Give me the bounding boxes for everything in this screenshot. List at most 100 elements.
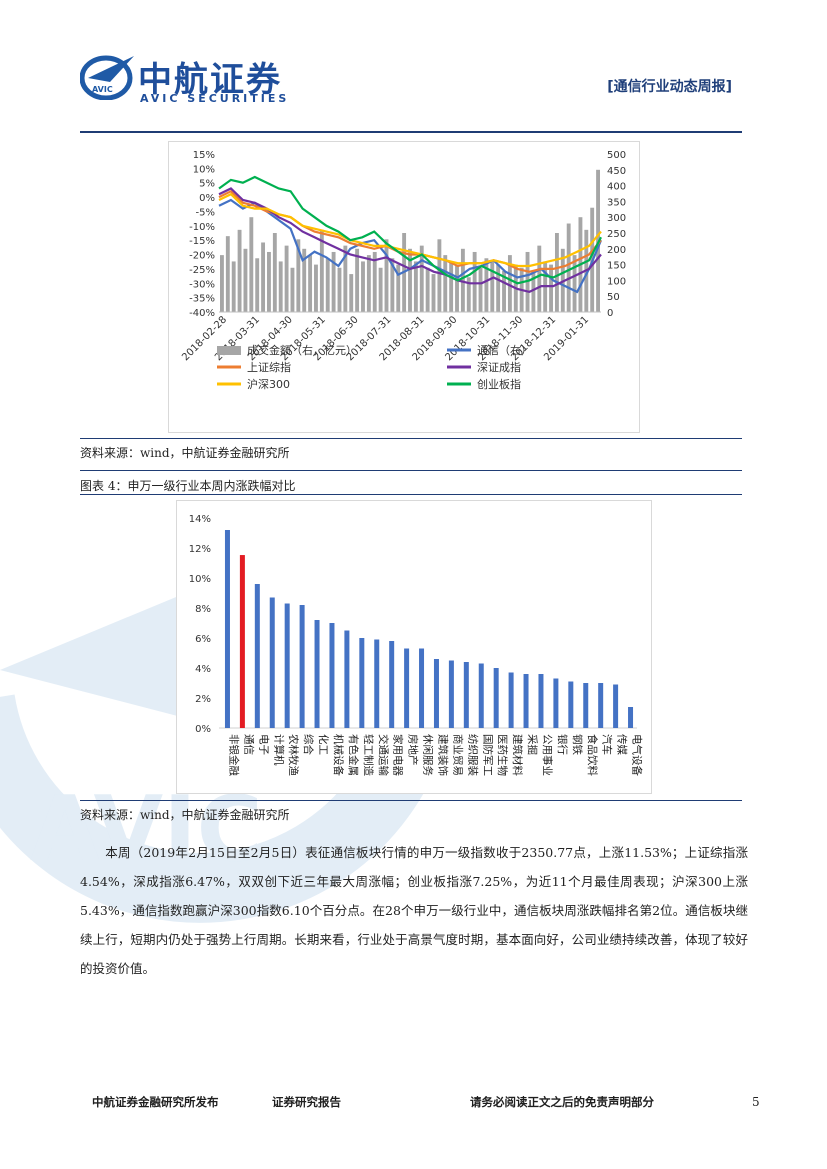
y-right-tick-label: 0: [607, 308, 613, 319]
volume-bar: [384, 239, 389, 312]
avic-logo-icon: AVIC: [80, 55, 134, 100]
bar-电气设备: [628, 707, 634, 728]
volume-bar: [554, 233, 559, 312]
category-label: 汽车: [601, 734, 614, 755]
volume-bar: [272, 233, 277, 312]
volume-bar: [278, 261, 283, 312]
bar-商业贸易: [448, 660, 454, 728]
y-left-tick-label: 10%: [193, 164, 215, 175]
volume-bar: [425, 267, 430, 312]
bar-银行: [553, 678, 559, 728]
category-label: 建筑材料: [511, 734, 524, 776]
volume-bar: [237, 229, 242, 312]
category-label: 纺织服装: [466, 734, 479, 776]
bar-家用电器: [389, 641, 395, 728]
category-label: 医药生物: [496, 734, 509, 776]
bar-化工: [314, 620, 320, 728]
category-label: 有色金属: [347, 734, 360, 776]
category-label: 传媒: [616, 734, 629, 756]
volume-bar: [396, 264, 401, 312]
legend-label: 深证成指: [477, 360, 521, 374]
y-left-tick-label: -30%: [189, 279, 215, 290]
volume-bar: [284, 245, 289, 312]
volume-bar: [431, 274, 436, 312]
y-tick-label: 8%: [195, 604, 211, 615]
category-label: 商业贸易: [451, 734, 464, 776]
volume-bar: [531, 270, 536, 312]
bar-交通运输: [374, 639, 380, 728]
volume-bar: [249, 217, 254, 312]
y-right-tick-label: 50: [607, 292, 620, 303]
category-label: 休闲服务: [422, 734, 435, 776]
y-tick-label: 14%: [189, 514, 211, 525]
bar-公用事业: [538, 674, 544, 728]
chart2-rule: [80, 800, 742, 801]
volume-bar: [372, 251, 377, 312]
volume-bar: [308, 255, 313, 312]
bar-国防军工: [478, 663, 484, 728]
watermark-text: AVIC: [30, 777, 263, 882]
series-line-7030a0: [218, 187, 602, 294]
logo-badge: AVIC: [92, 85, 113, 94]
volume-bar: [290, 267, 295, 312]
volume-bar: [296, 239, 301, 312]
category-label: 计算机: [272, 734, 285, 766]
y-tick-label: 6%: [195, 634, 211, 645]
company-name-cn: 中航证券: [138, 60, 282, 100]
volume-bar: [460, 248, 465, 312]
y-tick-label: 2%: [195, 694, 211, 705]
y-left-tick-label: -25%: [189, 265, 215, 276]
category-label: 电气设备: [631, 734, 644, 776]
bar-传媒: [613, 684, 619, 728]
bar-房地产: [404, 648, 410, 728]
category-label: 采掘: [526, 734, 539, 755]
category-label: 家用电器: [392, 734, 405, 776]
volume-bar: [314, 264, 318, 312]
chart1-source: 资料来源：wind，中航证券金融研究所: [80, 446, 290, 460]
y-tick-label: 0%: [195, 724, 211, 735]
bar-综合: [299, 605, 305, 728]
volume-bar: [443, 255, 448, 312]
category-label: 食品饮料: [586, 734, 599, 776]
volume-bar: [413, 261, 418, 312]
volume-bar: [220, 255, 224, 312]
volume-bar: [549, 264, 553, 312]
y-right-tick-label: 400: [607, 182, 626, 193]
y-left-tick-label: 5%: [199, 179, 215, 190]
volume-bar: [355, 248, 360, 312]
y-left-tick-label: -20%: [189, 251, 215, 262]
y-left-tick-label: 15%: [193, 150, 215, 161]
bar-有色金属: [344, 630, 350, 728]
bar-轻工制造: [359, 638, 365, 728]
y-right-tick-label: 300: [607, 213, 626, 224]
volume-bar: [566, 223, 571, 312]
volume-bar: [261, 242, 266, 312]
category-label: 通信: [242, 734, 254, 755]
volume-bar: [502, 270, 506, 312]
y-right-tick-label: 250: [607, 229, 626, 240]
y-right-tick-label: 100: [607, 276, 626, 287]
volume-bar: [255, 258, 260, 312]
category-label: 电子: [257, 734, 270, 755]
volume-bar: [572, 255, 577, 312]
category-label: 化工: [317, 734, 330, 755]
volume-bar: [484, 258, 489, 312]
industry-return-chart: 14% 12% 10% 8% 6% 4% 2% 0% 非银金融 通信 电子 计算机 农林牧渔 综合 化工 机械…: [189, 514, 644, 776]
series-line-ffc000: [218, 192, 602, 268]
volume-bar: [267, 251, 271, 312]
y-tick-label: 4%: [195, 664, 211, 675]
volume-bar: [472, 251, 477, 312]
legend-swatch: [217, 346, 241, 355]
weekly-review-text: 本周（2019年2月15日至2月5日）表征通信板块行情的申万一级指数收于2350…: [80, 845, 748, 976]
category-label: 机械设备: [332, 734, 345, 776]
bar-纺织服装: [463, 662, 469, 728]
footer-publisher: 中航证券金融研究所发布: [92, 1095, 219, 1109]
footer-report-kind: 证券研究报告: [272, 1095, 341, 1109]
legend-label: 创业板指: [477, 377, 521, 391]
report-type: [通信行业动态周报]: [607, 79, 732, 95]
bar-非银金融: [224, 530, 230, 728]
y-left-tick-label: -35%: [189, 294, 215, 305]
volume-bar: [243, 248, 248, 312]
industry-return-chart-frame: 14% 12% 10% 8% 6% 4% 2% 0% 非银金融 通信 电子 计算机 农林牧渔 综合 化工 机械…: [176, 500, 652, 794]
bar-通信: [239, 555, 245, 728]
